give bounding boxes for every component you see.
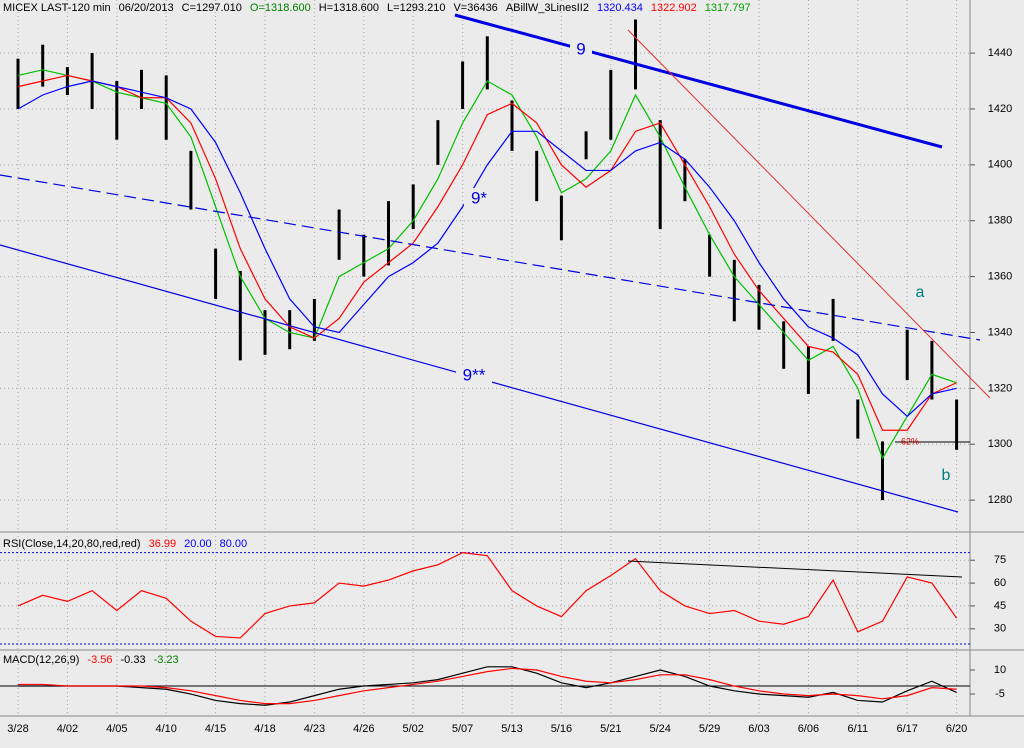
annotation: a [916,284,925,301]
trendline [454,13,943,149]
headers: MICEX LAST-120 min 06/20/2013 C=1297.010 O=… [3,2,751,666]
header-text: 1317.797 [705,2,751,14]
annotation: 9** [463,365,486,384]
header-text: O=1318.600 [250,2,311,14]
x-tick-label: 5/21 [600,723,621,735]
indicator-line [18,667,957,705]
indicator-line [18,666,957,706]
x-tick-label: 4/18 [254,723,275,735]
x-tick-label: 5/13 [501,723,522,735]
header-text: C=1297.010 [182,2,242,14]
annotation: b [942,467,951,484]
y-tick-label: 1360 [988,271,1012,283]
trendlines: 9 9* 9** a b 62% [0,13,991,578]
header-text: -0.33 [121,654,146,666]
x-tick-label: 6/20 [946,723,967,735]
x-tick-label: 3/28 [7,723,28,735]
y-tick-label: 10 [994,664,1006,676]
rsi-trendline [627,560,963,578]
x-tick-label: 4/02 [57,723,78,735]
header-text: 06/20/2013 [119,2,174,14]
trendline [0,174,981,341]
label-bg [456,365,492,387]
x-tick-label: 4/23 [304,723,325,735]
y-tick-label: 60 [994,577,1006,589]
header-text: 36.99 [149,538,177,550]
header-text: ABillW_3LinesII2 [506,2,589,14]
x-tick-label: 5/29 [699,723,720,735]
header-text: 1320.434 [597,2,643,14]
y-tick-label: 1380 [988,215,1012,227]
y-tick-label: 1340 [988,326,1012,338]
indicator-line [17,551,958,639]
header-text: 20.00 [184,538,212,550]
x-tick-label: 4/05 [106,723,127,735]
trendline [627,29,991,399]
y-tick-label: 1440 [988,47,1012,59]
x-tick-label: 4/10 [155,723,176,735]
header-text: L=1293.210 [387,2,445,14]
y-tick-label: 1420 [988,103,1012,115]
x-tick-label: 4/15 [205,723,226,735]
header-text: V=36436 [453,2,497,14]
x-tick-label: 6/11 [848,723,869,735]
x-tick-label: 5/07 [452,723,473,735]
y-tick-label: 1280 [988,494,1012,506]
y-tick-label: 1400 [988,159,1012,171]
x-tick-label: 5/16 [551,723,572,735]
x-tick-label: 5/24 [649,723,670,735]
x-tick-label: 4/26 [353,723,374,735]
x-tick-label: 6/03 [748,723,769,735]
header-text: 80.00 [220,538,248,550]
header-text: MICEX LAST-120 min [3,2,111,14]
x-tick-label: 5/02 [402,723,423,735]
plots: 3/28 4/02 4/05 4/10 4/15 4/18 4/23 4/26 5/02 5/07… [0,0,1012,735]
header-text: -3.23 [154,654,179,666]
header-text: -3.56 [87,654,112,666]
x-tick-label: 6/17 [896,723,917,735]
label-bg [464,188,494,210]
label-bg [570,40,592,60]
indicator-line [17,80,957,418]
header-text: H=1318.600 [319,2,379,14]
y-tick-label: -5 [995,688,1005,700]
x-tick-label: 6/06 [798,723,819,735]
annotation: 9* [471,188,487,207]
annotation: 9 [576,39,585,58]
y-tick-label: 30 [994,623,1006,635]
indicator-line [17,74,957,431]
y-tick-label: 1300 [988,438,1012,450]
y-tick-label: 45 [994,600,1006,612]
header-text: RSI(Close,14,20,80,red,red) [3,538,141,550]
y-tick-label: 75 [994,554,1006,566]
indicator-line [17,69,957,460]
header-text: 1322.902 [651,2,697,14]
y-tick-label: 1320 [988,382,1012,394]
annotation: 62% [901,436,919,446]
header-text: MACD(12,26,9) [3,654,79,666]
